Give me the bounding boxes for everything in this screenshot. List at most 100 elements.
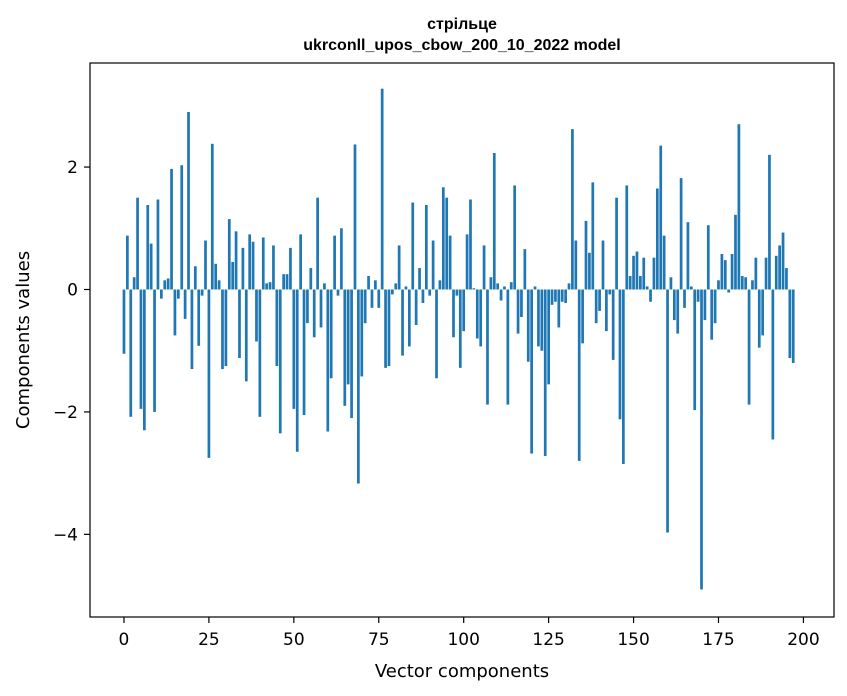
- bar: [761, 289, 765, 336]
- bar: [285, 274, 289, 290]
- bar: [126, 235, 129, 290]
- bar: [492, 152, 496, 290]
- bar: [482, 245, 486, 290]
- bar: [445, 197, 449, 290]
- bar: [574, 240, 578, 290]
- bar: [475, 289, 479, 339]
- bar: [465, 234, 469, 290]
- bar: [407, 289, 411, 347]
- y-tick-label: 2: [67, 158, 78, 178]
- bar: [187, 111, 190, 290]
- bar: [204, 240, 207, 290]
- bar: [166, 278, 170, 290]
- y-tick-label: −4: [53, 525, 78, 545]
- bar: [540, 289, 544, 351]
- x-axis-label: Vector components: [375, 661, 549, 682]
- bar: [628, 276, 632, 290]
- bar: [455, 289, 459, 296]
- bar: [357, 289, 360, 484]
- bar: [309, 268, 313, 290]
- bar: [329, 289, 333, 379]
- bar: [241, 247, 245, 290]
- bar: [394, 283, 398, 290]
- bar: [751, 280, 754, 290]
- x-tick-label: 200: [787, 630, 819, 650]
- bar: [655, 188, 659, 290]
- bar: [200, 289, 204, 296]
- bar: [326, 289, 330, 432]
- bar: [176, 289, 180, 299]
- chart-title: стрільце: [427, 16, 497, 33]
- chart-subtitle: ukrconll_upos_cbow_200_10_2022 model: [303, 37, 620, 54]
- bar: [414, 289, 418, 325]
- x-tick-label: 175: [702, 630, 734, 650]
- bar: [251, 241, 255, 290]
- bar: [598, 289, 601, 311]
- bar: [282, 274, 285, 290]
- bar: [734, 214, 737, 290]
- bar: [265, 283, 269, 290]
- bar: [706, 225, 710, 290]
- bar: [520, 289, 523, 318]
- bar: [424, 205, 428, 290]
- bar: [686, 222, 690, 290]
- x-tick-label: 0: [119, 630, 130, 650]
- bar: [567, 283, 571, 290]
- bar: [387, 289, 391, 367]
- bar: [781, 232, 785, 290]
- bar: [431, 240, 435, 290]
- bar: [571, 129, 574, 290]
- bar: [170, 168, 173, 290]
- bar: [183, 289, 187, 319]
- bar: [754, 257, 758, 290]
- x-tick-label: 100: [447, 630, 479, 650]
- bar: [503, 286, 506, 290]
- bar: [156, 199, 160, 290]
- bar: [550, 289, 554, 305]
- bar: [509, 282, 513, 290]
- bar: [560, 289, 564, 302]
- bar: [435, 289, 438, 379]
- bar: [676, 289, 680, 334]
- bar: [537, 289, 540, 347]
- bar: [221, 289, 224, 370]
- bar: [513, 185, 517, 290]
- bar: [622, 289, 625, 464]
- bar: [278, 289, 282, 434]
- bar: [581, 289, 584, 344]
- bar: [248, 234, 252, 290]
- bar: [547, 289, 550, 385]
- bar: [516, 289, 520, 334]
- bar: [543, 289, 547, 457]
- bar: [639, 276, 642, 290]
- bar: [588, 252, 591, 290]
- bar: [771, 289, 775, 440]
- bar: [554, 289, 557, 302]
- bar: [710, 289, 714, 340]
- bar: [662, 235, 666, 290]
- x-axis-ticks: 0 25 50 75 100 125 150 175 200: [119, 617, 820, 650]
- bar: [635, 251, 639, 290]
- bar: [360, 289, 364, 377]
- bar: [418, 268, 421, 290]
- bar: [764, 257, 768, 290]
- bar: [479, 289, 483, 347]
- bar: [703, 289, 707, 321]
- bar: [659, 145, 663, 290]
- bar: [289, 247, 292, 290]
- bar: [207, 289, 211, 458]
- bar: [533, 286, 537, 290]
- bar: [717, 280, 720, 290]
- bar: [193, 266, 197, 290]
- bar: [295, 289, 299, 452]
- bar: [577, 289, 581, 461]
- bar: [652, 257, 656, 290]
- bar: [227, 219, 231, 290]
- bar: [448, 235, 452, 290]
- bar: [506, 289, 510, 405]
- bar: [333, 235, 336, 290]
- bar: [723, 260, 727, 290]
- bar: [720, 253, 724, 290]
